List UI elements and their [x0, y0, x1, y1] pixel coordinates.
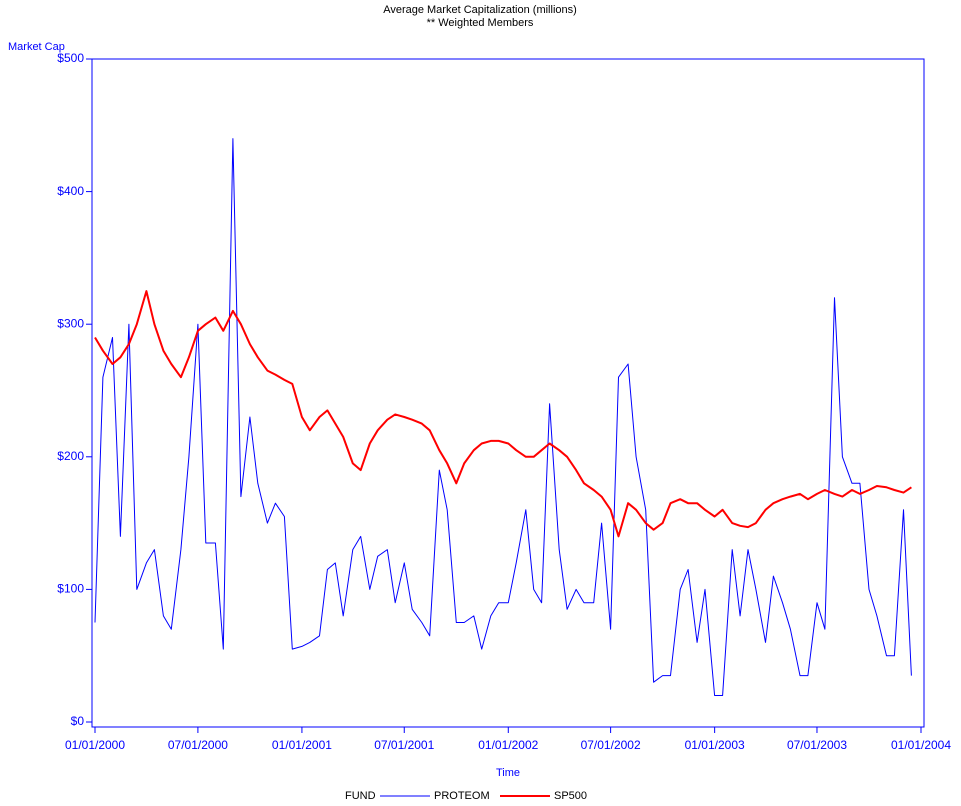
series-line [94, 290, 912, 538]
y-tick-label: $400 [57, 184, 84, 198]
y-tick-label: $200 [57, 449, 84, 463]
y-axis-label: Market Cap [8, 41, 65, 53]
x-tick-label: 01/01/2003 [685, 738, 745, 752]
legend-label: SP500 [554, 790, 587, 802]
x-tick-label: 01/01/2002 [478, 738, 538, 752]
y-tick-label: $500 [57, 51, 84, 65]
x-axis-label: Time [496, 767, 520, 779]
x-tick-label: 01/01/2004 [891, 738, 951, 752]
plot-frame [91, 58, 925, 728]
y-tick-label: $100 [57, 582, 84, 596]
legend-label: PROTEOM [434, 790, 490, 802]
x-tick-label: 01/01/2001 [272, 738, 332, 752]
y-tick-label: $300 [57, 316, 84, 330]
series-line [94, 138, 912, 696]
chart-subtitle: ** Weighted Members [427, 17, 534, 29]
y-tick-label: $0 [71, 714, 85, 728]
x-tick-label: 07/01/2002 [581, 738, 641, 752]
x-tick-label: 07/01/2001 [374, 738, 434, 752]
x-tick-label: 07/01/2003 [787, 738, 847, 752]
legend-title: FUND [345, 790, 376, 802]
x-tick-label: 07/01/2000 [168, 738, 228, 752]
x-tick-label: 01/01/2000 [65, 738, 125, 752]
chart-title: Average Market Capitalization (millions) [383, 4, 577, 16]
